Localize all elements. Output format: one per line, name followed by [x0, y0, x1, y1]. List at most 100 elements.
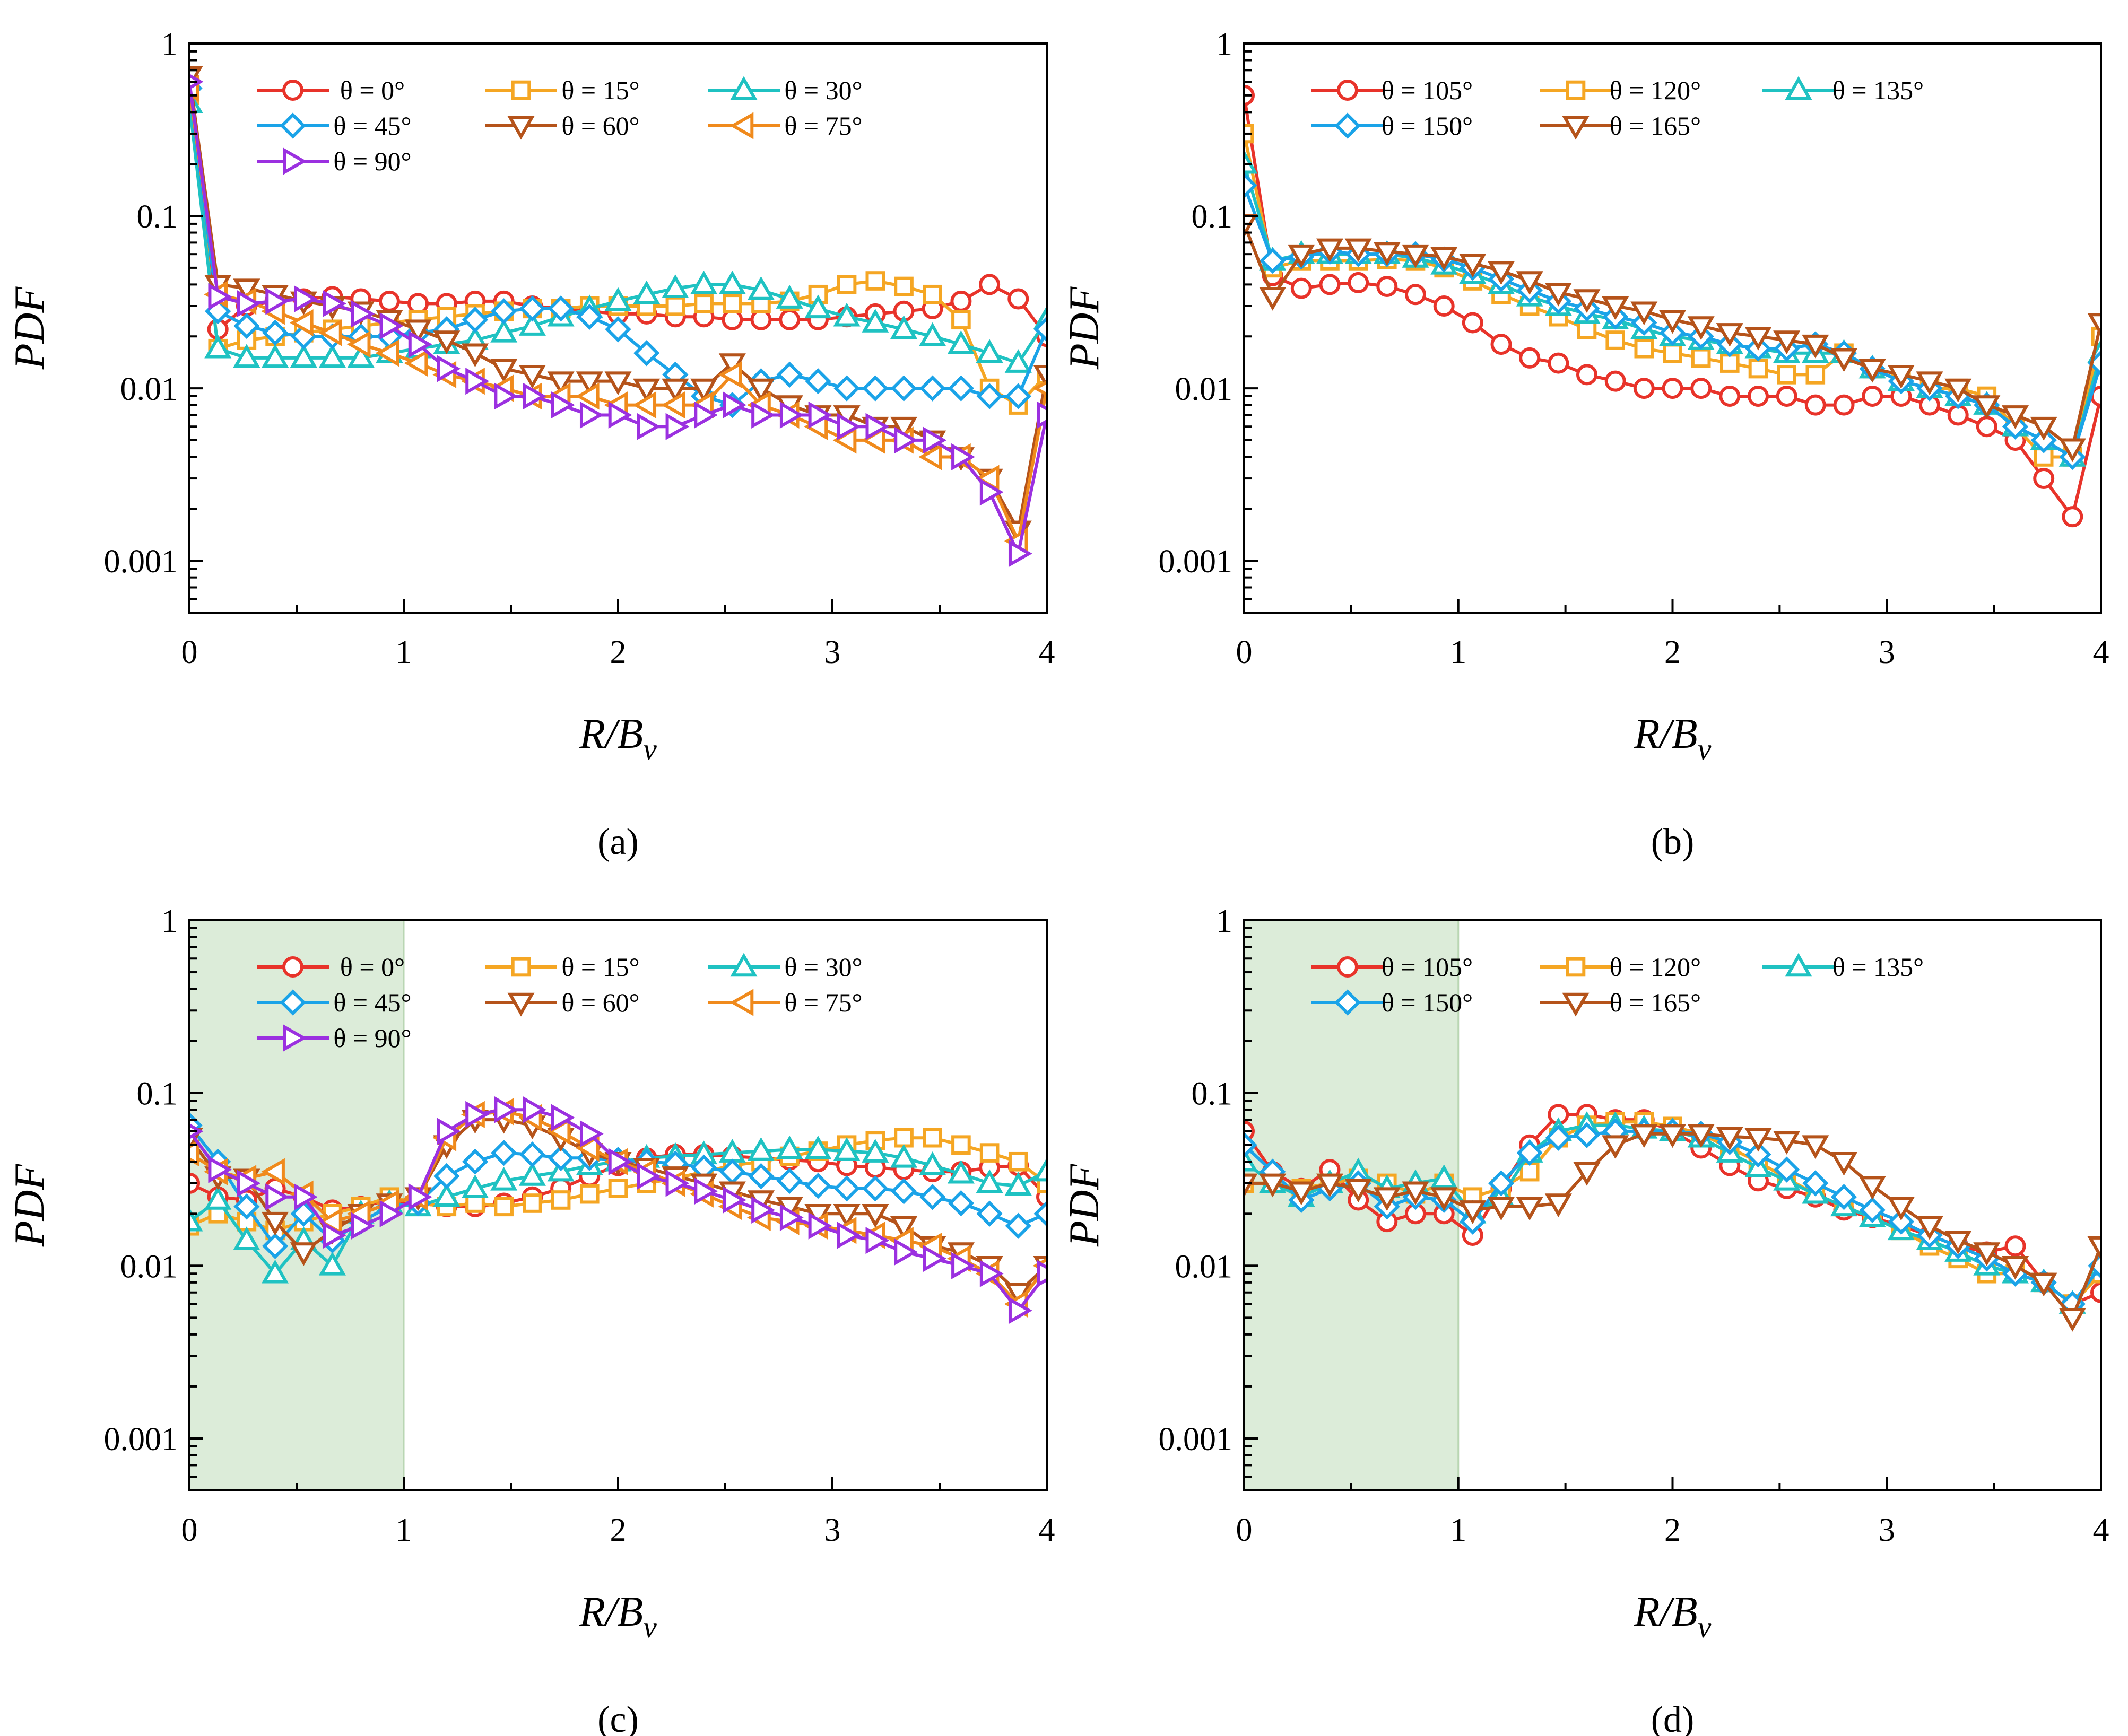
data-point — [1830, 1151, 1858, 1176]
x-tick-label: 2 — [1664, 1512, 1681, 1548]
data-point — [804, 294, 832, 319]
data-point — [633, 340, 660, 367]
data-point — [979, 1260, 1004, 1287]
legend-label: θ = 135° — [1832, 952, 1924, 982]
data-point — [265, 287, 290, 315]
data-point — [779, 309, 801, 330]
data-point — [751, 1196, 775, 1224]
data-point — [894, 1238, 918, 1266]
data-point — [950, 290, 972, 312]
data-point — [1691, 348, 1711, 368]
data-point — [690, 378, 718, 403]
data-point — [491, 298, 517, 325]
y-axis-title: PDF — [1061, 1164, 1108, 1248]
data-point — [2001, 1256, 2029, 1280]
y-tick-label: 0.001 — [104, 544, 178, 580]
x-axis-title: R/Bv — [579, 711, 657, 766]
data-point — [694, 1177, 718, 1205]
data-point — [1802, 1135, 1829, 1159]
legend: θ = 105° θ = 120° θ = 135° θ = 150° θ = 165° — [1311, 952, 1924, 1017]
data-point — [318, 319, 342, 346]
legend-marker — [511, 957, 531, 977]
data-point — [1887, 365, 1915, 389]
x-axis: 0 1 2 3 4 — [1236, 599, 2109, 670]
data-point — [1433, 295, 1455, 317]
data-point — [608, 1148, 632, 1175]
legend-marker — [1785, 953, 1812, 977]
data-point — [346, 330, 371, 358]
legend-entry: θ = 60° — [485, 111, 640, 141]
data-point — [579, 1120, 604, 1148]
data-point — [723, 1186, 746, 1214]
data-point — [979, 478, 1004, 506]
legend-entry: θ = 30° — [708, 75, 863, 105]
data-point — [262, 1211, 289, 1236]
data-point — [776, 361, 803, 388]
data-point — [2030, 1272, 2057, 1297]
data-point — [608, 401, 632, 429]
data-point — [1748, 359, 1768, 379]
legend-marker — [280, 989, 306, 1016]
data-point — [1373, 242, 1401, 266]
data-point — [722, 309, 743, 330]
data-point — [1916, 371, 1943, 396]
legend-entry: θ = 105° — [1311, 75, 1473, 105]
y-tick-label: 0.01 — [120, 1249, 178, 1285]
data-point — [723, 391, 746, 419]
data-point — [1288, 1181, 1315, 1206]
data-series-group — [189, 1096, 1047, 1324]
data-point — [1373, 1187, 1401, 1211]
data-point — [323, 1222, 346, 1249]
y-tick-label: 1 — [161, 903, 178, 939]
data-point — [548, 295, 574, 322]
legend-entry: θ = 0° — [257, 952, 405, 982]
data-point — [1487, 1197, 1515, 1221]
data-point — [865, 413, 890, 440]
data-point — [2001, 405, 2029, 429]
data-point — [1630, 301, 1658, 326]
legend-label: θ = 105° — [1382, 75, 1473, 105]
data-point — [808, 401, 832, 429]
data-point — [747, 378, 775, 403]
data-point — [189, 1139, 199, 1167]
data-point — [862, 1203, 889, 1228]
legend-entry: θ = 90° — [257, 146, 412, 176]
data-point — [318, 1251, 346, 1276]
data-point — [1663, 343, 1682, 363]
x-tick-label: 4 — [2093, 1512, 2109, 1548]
data-point — [1490, 334, 1512, 355]
data-point — [1716, 323, 1743, 347]
x-tick-label: 2 — [610, 1512, 627, 1548]
x-tick-label: 2 — [1664, 634, 1681, 670]
data-point — [1545, 1124, 1571, 1151]
data-point — [605, 316, 631, 343]
legend-entry: θ = 135° — [1762, 75, 1924, 105]
data-point — [1316, 238, 1344, 263]
legend-entry: θ = 165° — [1540, 988, 1701, 1017]
data-point — [318, 344, 346, 368]
legend-entry: θ = 135° — [1762, 952, 1924, 982]
data-point — [776, 1135, 803, 1159]
data-point — [1573, 289, 1601, 313]
data-point — [662, 378, 689, 403]
data-point — [604, 371, 632, 396]
data-point — [1544, 282, 1572, 307]
data-point — [947, 330, 975, 354]
data-point — [1488, 1170, 1515, 1197]
data-point — [976, 339, 1003, 363]
data-point — [1662, 378, 1683, 399]
data-point — [1032, 380, 1047, 397]
legend-label: θ = 150° — [1382, 111, 1473, 141]
x-axis: 0 1 2 3 4 — [181, 1477, 1055, 1548]
data-point — [833, 375, 860, 402]
data-point — [1376, 275, 1398, 297]
data-point — [1244, 214, 1258, 238]
data-point — [1008, 540, 1032, 568]
data-point — [1888, 1208, 1914, 1235]
data-point — [1862, 385, 1883, 407]
legend-marker — [1334, 112, 1361, 139]
legend-marker — [729, 112, 754, 139]
data-point — [718, 270, 746, 294]
